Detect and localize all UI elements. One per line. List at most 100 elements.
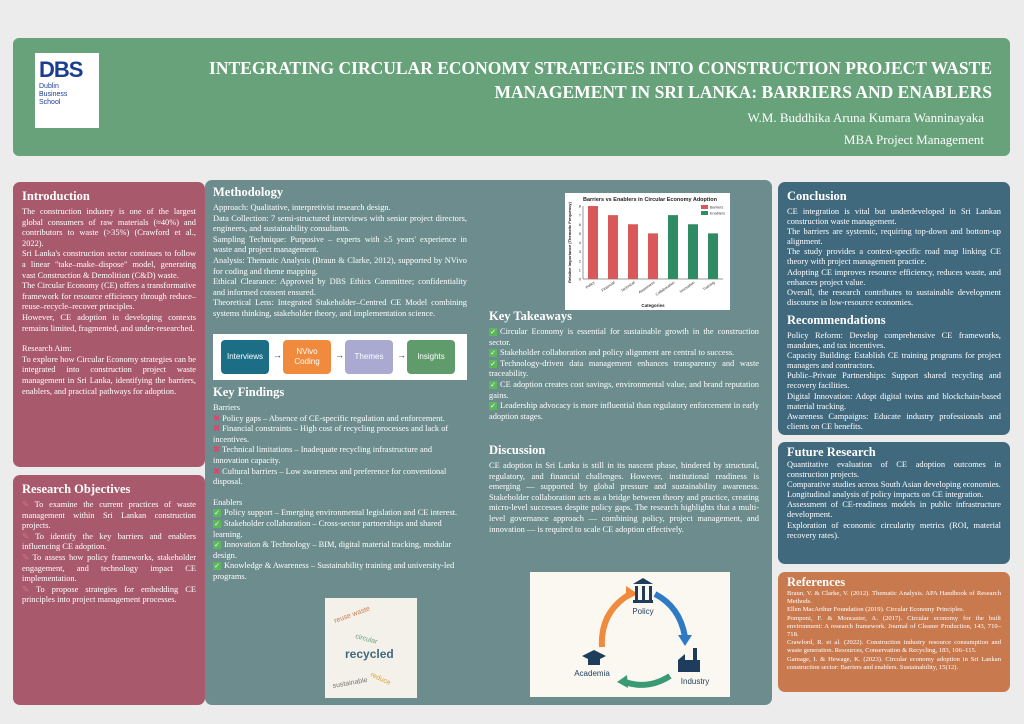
legend-swatch — [701, 205, 708, 209]
discussion-section: Discussion CE adoption in Sri Lanka is s… — [489, 442, 759, 535]
objectives-panel: Research Objectives ✎ To examine the cur… — [13, 475, 205, 705]
y-tick-label: 8 — [579, 204, 582, 209]
poster-header: DBS Dublin Business School INTEGRATING CIR… — [13, 38, 1010, 156]
center-panel: Methodology Approach: Qualitative, inter… — [205, 180, 772, 705]
arrow-industry-academia — [624, 673, 672, 688]
y-tick-label: 1 — [579, 267, 582, 272]
cross-icon: ✖ — [213, 445, 221, 455]
aim-label: Research Aim: — [22, 344, 72, 354]
bar-barriers — [648, 233, 658, 279]
pin-icon: ✎ — [22, 500, 35, 509]
section-title: Methodology — [213, 185, 284, 199]
flow-step: Themes — [345, 340, 393, 374]
x-tick-label: Innovation — [679, 281, 696, 294]
poster-title: INTEGRATING CIRCULAR ECONOMY STRATEGIES … — [209, 58, 992, 102]
cross-icon: ✖ — [213, 424, 221, 434]
methodology-section: Methodology Approach: Qualitative, inter… — [213, 185, 467, 318]
discussion-text: CE adoption in Sri Lanka is still in its… — [489, 461, 759, 534]
node-academia: Academia — [574, 669, 610, 678]
pin-icon: ✎ — [22, 531, 36, 541]
section-title: Introduction — [22, 189, 90, 203]
cross-icon: ✖ — [213, 466, 221, 476]
section-title: Discussion — [489, 443, 546, 457]
paragraph: Sri Lanka's construction sector continue… — [22, 249, 196, 280]
graduation-cap-icon — [582, 650, 606, 665]
takeaways-section: Key Takeaways ✓ Circular Economy is essen… — [489, 309, 759, 421]
x-tick-label: Collaboration — [655, 281, 676, 297]
author: W.M. Buddhika Aruna Kumara Wanninayaka — [747, 110, 984, 125]
check-icon: ✓ — [489, 402, 497, 411]
y-tick-label: 5 — [579, 231, 582, 236]
references-panel: References Braun, V. & Clarke, V. (2012)… — [778, 572, 1010, 692]
svg-text:reuse waste: reuse waste — [333, 605, 371, 625]
node-policy: Policy — [632, 607, 653, 616]
factory-icon — [678, 648, 700, 672]
barriers-label: Barriers — [213, 403, 240, 412]
svg-text:recycled: recycled — [345, 647, 394, 661]
findings-section: Key Findings Barriers ✖ Policy gaps – Ab… — [213, 384, 469, 583]
y-tick-label: 3 — [579, 249, 582, 254]
section-title: Key Findings — [213, 385, 285, 399]
degree: MBA Project Management — [843, 132, 984, 147]
section-title: References — [787, 575, 846, 589]
svg-text:circular: circular — [354, 633, 378, 646]
y-tick-label: 7 — [579, 213, 582, 218]
section-title: Future Research — [787, 445, 876, 459]
check-icon: ✓ — [213, 519, 221, 528]
enablers-label: Enablers — [213, 497, 243, 507]
cross-icon: ✖ — [213, 413, 221, 423]
legend-label: Enablers — [710, 212, 725, 216]
objective-item: ✎ To examine the current practices of wa… — [22, 500, 196, 531]
y-tick-label: 6 — [579, 222, 582, 227]
legend-swatch — [701, 211, 708, 215]
word-cloud-graphic: reuse waste circular recycled reduce sus… — [332, 605, 394, 690]
section-title: Research Objectives — [22, 482, 131, 496]
legend-label: Barriers — [710, 206, 723, 210]
introduction-panel: Introduction The construction industry i… — [13, 182, 205, 467]
pin-icon: ✎ — [22, 552, 33, 562]
policy-industry-academia-cycle: Policy Industry Academia — [530, 572, 730, 697]
conclusion-panel: Conclusion CE integration is vital but u… — [778, 182, 1010, 435]
y-tick-label: 4 — [579, 240, 582, 245]
arrow-academia-policy — [598, 591, 632, 648]
flow-step: Interviews — [221, 340, 269, 374]
y-tick-label: 2 — [579, 258, 582, 263]
bar-barriers — [608, 215, 618, 279]
check-icon: ✓ — [489, 380, 497, 389]
x-tick-label: Training — [702, 281, 715, 292]
check-icon: ✓ — [213, 562, 221, 571]
x-tick-label: Technical — [620, 280, 635, 292]
bar-barriers — [588, 206, 598, 279]
paragraph: The Circular Economy (CE) offers a trans… — [22, 281, 196, 312]
svg-text:reduce: reduce — [369, 671, 391, 686]
flow-step: NVivo Coding — [283, 340, 331, 374]
x-tick-label: Policy — [585, 280, 596, 289]
paragraph: However, CE adoption in developing conte… — [22, 312, 196, 333]
y-tick-label: 0 — [579, 277, 582, 282]
paragraph: The construction industry is one of the … — [22, 207, 196, 248]
x-axis-label: Categories — [641, 303, 665, 308]
flow-step: Insights — [407, 340, 455, 374]
x-tick-label: Awareness — [638, 280, 656, 294]
arrow-right-icon: → — [397, 350, 406, 360]
objective-item: ✎ To identify the key barriers and enabl… — [22, 531, 196, 552]
check-icon: ✓ — [213, 541, 221, 550]
arrow-right-icon: → — [335, 350, 344, 360]
x-tick-label: Financial — [601, 280, 616, 292]
bar-enablers — [688, 224, 698, 279]
arrow-policy-industry — [653, 591, 688, 638]
future-research-panel: Future Research Quantitative evaluation … — [778, 442, 1010, 564]
bar-enablers — [708, 233, 718, 279]
section-title: Conclusion — [787, 189, 847, 203]
aim-text: To explore how Circular Economy strategi… — [22, 354, 196, 396]
bar-enablers — [668, 215, 678, 279]
node-industry: Industry — [681, 677, 709, 686]
bar-barriers — [628, 224, 638, 279]
objective-item: ✎ To assess how policy frameworks, stake… — [22, 552, 196, 584]
svg-text:sustainable: sustainable — [332, 677, 368, 690]
check-icon: ✓ — [213, 509, 221, 518]
dbs-logo: DBS Dublin Business School — [35, 53, 99, 128]
check-icon: ✓ — [489, 328, 497, 336]
method-flow-diagram: Interviews → NVivo Coding → Themes → Ins… — [213, 334, 467, 380]
check-icon: ✓ — [489, 349, 497, 358]
